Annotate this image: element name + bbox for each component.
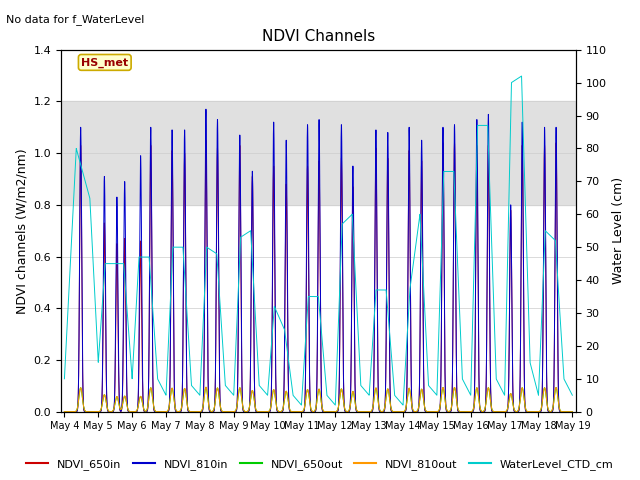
Text: No data for f_WaterLevel: No data for f_WaterLevel (6, 14, 145, 25)
Text: HS_met: HS_met (81, 57, 129, 68)
Legend: NDVI_650in, NDVI_810in, NDVI_650out, NDVI_810out, WaterLevel_CTD_cm: NDVI_650in, NDVI_810in, NDVI_650out, NDV… (22, 455, 618, 474)
Bar (61, 101, 576, 205)
Title: NDVI Channels: NDVI Channels (262, 29, 375, 44)
Y-axis label: Water Level (cm): Water Level (cm) (612, 177, 625, 284)
Y-axis label: NDVI channels (W/m2/nm): NDVI channels (W/m2/nm) (15, 148, 28, 313)
